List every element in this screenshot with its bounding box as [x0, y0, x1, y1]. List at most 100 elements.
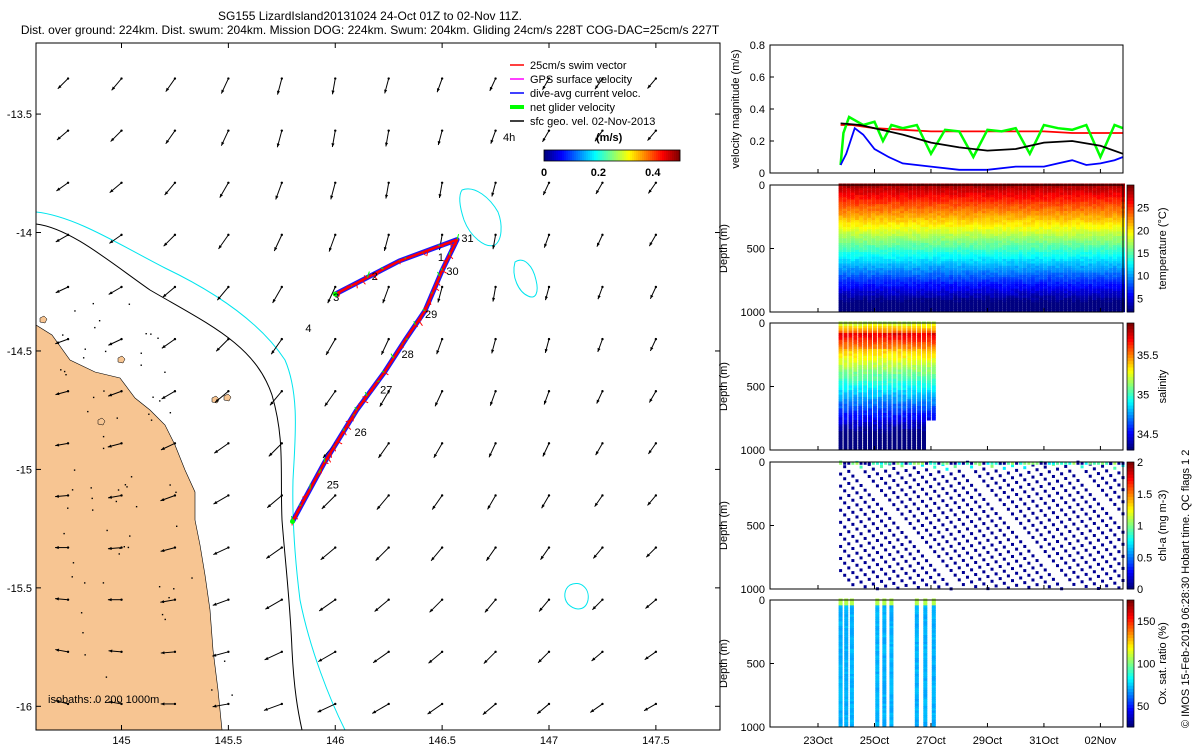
profile-sample [977, 201, 982, 205]
geo-velocity-arrow [55, 285, 70, 294]
profile-sample [916, 279, 921, 283]
profile-sample [1006, 249, 1011, 253]
profile-sample [953, 295, 958, 299]
profile-sample [859, 290, 864, 294]
profile-sample [1030, 194, 1035, 198]
profile-sample [1108, 286, 1113, 290]
profile-sample [936, 204, 941, 208]
profile-sample [912, 229, 917, 233]
profile-sample [1043, 258, 1048, 262]
profile-sample [842, 281, 847, 285]
profile-sample [899, 297, 904, 301]
profile-sample [843, 428, 848, 432]
profile-sample [1104, 277, 1109, 281]
profile-sample [961, 302, 966, 306]
profile-sample [891, 238, 896, 242]
profile-sample [904, 222, 909, 226]
profile-sample [949, 261, 954, 265]
profile-sample [1071, 199, 1076, 203]
profile-sample [1022, 247, 1027, 251]
profile-sample [985, 254, 990, 258]
profile-sample [920, 192, 925, 196]
profile-sample [871, 238, 876, 242]
profile-sample [1030, 206, 1035, 210]
geo-velocity-arrow [429, 598, 444, 613]
profile-sample [1018, 224, 1023, 228]
profile-sample [936, 252, 941, 256]
profile-sample [1092, 286, 1097, 290]
profile-sample [1080, 290, 1085, 294]
profile-sample [1035, 210, 1040, 214]
profile-sample [1092, 206, 1097, 210]
profile-sample [940, 249, 945, 253]
profile-sample [883, 306, 888, 310]
profile-sample [904, 300, 909, 304]
x-tick-label: 146.5 [428, 735, 456, 747]
profile-sample [990, 226, 995, 230]
profile-sample [1108, 199, 1113, 203]
profile-sample [843, 353, 848, 357]
profile-sample [850, 208, 855, 212]
profile-sample [949, 306, 954, 310]
profile-sample [853, 344, 858, 348]
profile-sample [1014, 206, 1019, 210]
profile-sample [912, 245, 917, 249]
profile-sample [981, 215, 986, 219]
colorbar-cell [648, 150, 651, 161]
swim-vector-tick [455, 239, 458, 246]
swim-vector-tick [345, 420, 351, 423]
profile-sample [981, 279, 986, 283]
swim-vector-tick [363, 275, 368, 278]
profile-sample [985, 240, 990, 244]
profile-sample [848, 369, 853, 373]
profile-sample [969, 258, 974, 262]
profile-sample [1039, 279, 1044, 283]
profile-sample [940, 194, 945, 198]
profile-sample [973, 258, 978, 262]
reef-speck [175, 525, 178, 527]
profile-sample [973, 268, 978, 272]
profile-sample [920, 281, 925, 285]
profile-sample [846, 295, 851, 299]
profile-sample [1075, 290, 1080, 294]
profile-sample [899, 204, 904, 208]
profile-sample [843, 417, 848, 421]
profile-sample [1014, 274, 1019, 278]
profile-sample [932, 222, 937, 226]
profile-sample [928, 220, 933, 224]
profile-sample [859, 295, 864, 299]
reef-speck [211, 689, 213, 691]
profile-sample [877, 406, 882, 410]
profile-sample [846, 263, 851, 267]
profile-sample [1055, 268, 1060, 272]
profile-sample [1112, 290, 1117, 294]
profile-sample [875, 293, 880, 297]
reef-speck [124, 484, 127, 486]
profile-sample [973, 279, 978, 283]
profile-sample [920, 254, 925, 258]
profile-sample [973, 210, 978, 214]
profile-sample [1006, 242, 1011, 246]
profile-sample [1071, 215, 1076, 219]
profile-sample [863, 392, 868, 396]
profile-sample [850, 188, 855, 192]
profile-sample [887, 199, 892, 203]
profile-sample [891, 288, 896, 292]
profile-sample [1039, 256, 1044, 260]
profile-sample [1100, 206, 1105, 210]
profile-sample [879, 265, 884, 269]
profile-sample [883, 210, 888, 214]
profile-sample [872, 371, 877, 375]
profile-sample [899, 279, 904, 283]
profile-sample [850, 286, 855, 290]
profile-sample [868, 326, 873, 330]
profile-sample [1035, 199, 1040, 203]
profile-sample [1100, 281, 1105, 285]
profile-sample [932, 261, 937, 265]
profile-sample [853, 353, 858, 357]
profile-sample [875, 192, 880, 196]
profile-sample [1030, 288, 1035, 292]
profile-sample [1010, 226, 1015, 230]
profile-sample [904, 290, 909, 294]
profile-sample [1022, 302, 1027, 306]
